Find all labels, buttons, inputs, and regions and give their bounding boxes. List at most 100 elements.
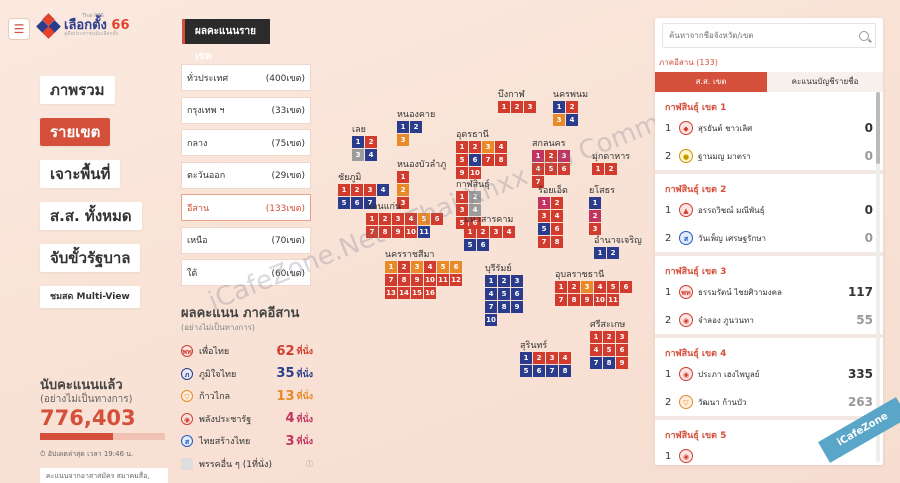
district-cell[interactable]: 5 (545, 163, 557, 175)
district-cell[interactable]: 2 (379, 213, 391, 225)
district-cell[interactable]: 4 (365, 149, 377, 161)
district-cell[interactable]: 1 (538, 197, 550, 209)
district-cell[interactable]: 1 (485, 275, 497, 287)
province-block[interactable]: นครราชสีมา 1 2 3 4 5 6 7 8 9 10 11 12 13 14 15 16 (385, 250, 463, 299)
province-block[interactable]: ขอนแก่น 1 2 3 4 5 6 7 8 9 10 11 (366, 202, 444, 238)
district-cell[interactable]: 10 (594, 294, 606, 306)
district-cell[interactable]: 10 (405, 226, 417, 238)
panel-scrollbar[interactable] (876, 92, 880, 462)
district-cell[interactable]: 7 (590, 357, 602, 369)
candidate-row[interactable]: 2 ◉ จำลอง ภูนวนทา 55 (665, 306, 873, 334)
district-cell[interactable]: 7 (364, 197, 376, 209)
district-cell[interactable]: 12 (450, 274, 462, 286)
district-result[interactable]: กาฬสินธุ์ เขต 1 1 ◆ สุรยันต์ ชาวเลิศ 0 2… (655, 92, 883, 174)
candidate-row[interactable]: 1 ◉ ประภา เฮงไพบูลย์ 335 (665, 360, 873, 388)
district-cell[interactable]: 3 (581, 281, 593, 293)
district-cell[interactable]: 5 (498, 288, 510, 300)
district-cell[interactable]: 6 (558, 163, 570, 175)
district-cell[interactable]: 1 (555, 281, 567, 293)
province-block[interactable]: ศรีสะเกษ 1 2 3 4 5 6 7 8 9 (590, 320, 629, 369)
district-cell[interactable]: 1 (498, 101, 510, 113)
district-cell[interactable]: 5 (464, 239, 476, 251)
province-block[interactable]: ชัยภูมิ 1 2 3 4 5 6 7 (338, 173, 390, 209)
district-cell[interactable]: 4 (495, 141, 507, 153)
province-block[interactable]: อำนาจเจริญ 1 2 (594, 236, 642, 259)
nav-multi-view[interactable]: ชมสด Multi-View (40, 286, 140, 308)
district-cell[interactable]: 3 (397, 197, 409, 209)
region-item[interactable]: อีสาน (133เขต) (181, 194, 311, 221)
district-cell[interactable]: 8 (568, 294, 580, 306)
district-cell[interactable]: 1 (385, 261, 397, 273)
district-cell[interactable]: 8 (551, 236, 563, 248)
district-cell[interactable]: 5 (603, 344, 615, 356)
province-block[interactable]: สกลนคร 1 2 3 4 5 6 7 (532, 139, 571, 188)
menu-button[interactable]: ☰ (8, 18, 30, 40)
district-cell[interactable]: 7 (485, 301, 497, 313)
district-cell[interactable]: 2 (511, 101, 523, 113)
district-cell[interactable]: 8 (559, 365, 571, 377)
district-cell[interactable]: 4 (377, 184, 389, 196)
tab-district-mp[interactable]: ส.ส. เขต (655, 72, 767, 92)
district-cell[interactable]: 1 (397, 171, 409, 183)
district-cell[interactable]: 3 (553, 114, 565, 126)
district-cell[interactable]: 2 (351, 184, 363, 196)
district-cell[interactable]: 2 (365, 136, 377, 148)
district-cell[interactable]: 1 (594, 247, 606, 259)
district-cell[interactable]: 2 (568, 281, 580, 293)
province-block[interactable]: หนองบัวลำภู 1 2 3 (397, 160, 446, 209)
region-item[interactable]: กรุงเทพ ฯ (33เขต) (181, 96, 311, 124)
nav-area-detail[interactable]: เจาะพื้นที่ (40, 160, 121, 188)
nav-overview[interactable]: ภาพรวม (40, 76, 115, 104)
district-cell[interactable]: 2 (397, 184, 409, 196)
district-cell[interactable]: 6 (351, 197, 363, 209)
district-cell[interactable]: 3 (524, 101, 536, 113)
district-cell[interactable]: 1 (589, 197, 601, 209)
district-cell[interactable]: 14 (398, 287, 410, 299)
region-item[interactable]: ทั่วประเทศ (400เขต) (181, 64, 311, 91)
region-item[interactable]: ใต้ (60เขต) (181, 259, 311, 286)
district-cell[interactable]: 1 (532, 150, 544, 162)
district-cell[interactable]: 9 (456, 167, 468, 179)
district-cell[interactable]: 6 (511, 288, 523, 300)
district-result[interactable]: กาฬสินธุ์ เขต 3 1 พท ธรรมรัตน์ ไชยศิวามง… (655, 256, 883, 338)
district-cell[interactable]: 3 (397, 134, 409, 146)
district-cell[interactable]: 6 (616, 344, 628, 356)
district-cell[interactable]: 4 (559, 352, 571, 364)
province-block[interactable]: เลย 1 2 3 4 (352, 125, 378, 161)
district-cell[interactable]: 15 (411, 287, 423, 299)
district-cell[interactable]: 6 (533, 365, 545, 377)
district-cell[interactable]: 1 (464, 226, 476, 238)
district-cell[interactable]: 1 (520, 352, 532, 364)
district-cell[interactable]: 7 (482, 154, 494, 166)
district-cell[interactable]: 8 (379, 226, 391, 238)
info-icon[interactable]: ⓘ (306, 459, 313, 468)
district-cell[interactable]: 1 (397, 121, 409, 133)
district-cell[interactable]: 7 (538, 236, 550, 248)
nav-coalition[interactable]: จับขั้วรัฐบาล (40, 244, 141, 272)
district-cell[interactable]: 1 (553, 101, 565, 113)
district-cell[interactable]: 4 (532, 163, 544, 175)
district-cell[interactable]: 9 (392, 226, 404, 238)
district-cell[interactable]: 4 (594, 281, 606, 293)
province-block[interactable]: สุรินทร์ 1 2 3 4 5 6 7 8 (520, 341, 572, 377)
district-cell[interactable]: 7 (385, 274, 397, 286)
district-cell[interactable]: 16 (424, 287, 436, 299)
district-cell[interactable]: 4 (469, 204, 481, 216)
candidate-row[interactable]: 1 ◉ (665, 442, 873, 465)
district-cell[interactable]: 2 (469, 191, 481, 203)
district-cell[interactable]: 3 (456, 204, 468, 216)
district-cell[interactable]: 2 (607, 247, 619, 259)
district-cell[interactable]: 2 (498, 275, 510, 287)
district-cell[interactable]: 1 (366, 213, 378, 225)
district-cell[interactable]: 3 (616, 331, 628, 343)
district-cell[interactable]: 7 (555, 294, 567, 306)
district-cell[interactable]: 5 (607, 281, 619, 293)
district-cell[interactable]: 5 (456, 154, 468, 166)
district-cell[interactable]: 11 (418, 226, 430, 238)
province-block[interactable]: นครพนม 1 2 3 4 (553, 90, 588, 126)
district-cell[interactable]: 11 (607, 294, 619, 306)
district-cell[interactable]: 1 (338, 184, 350, 196)
tab-party-list[interactable]: คะแนนบัญชีรายชื่อ (767, 72, 883, 92)
district-result[interactable]: กาฬสินธุ์ เขต 4 1 ◉ ประภา เฮงไพบูลย์ 335… (655, 338, 883, 420)
district-cell[interactable]: 7 (366, 226, 378, 238)
